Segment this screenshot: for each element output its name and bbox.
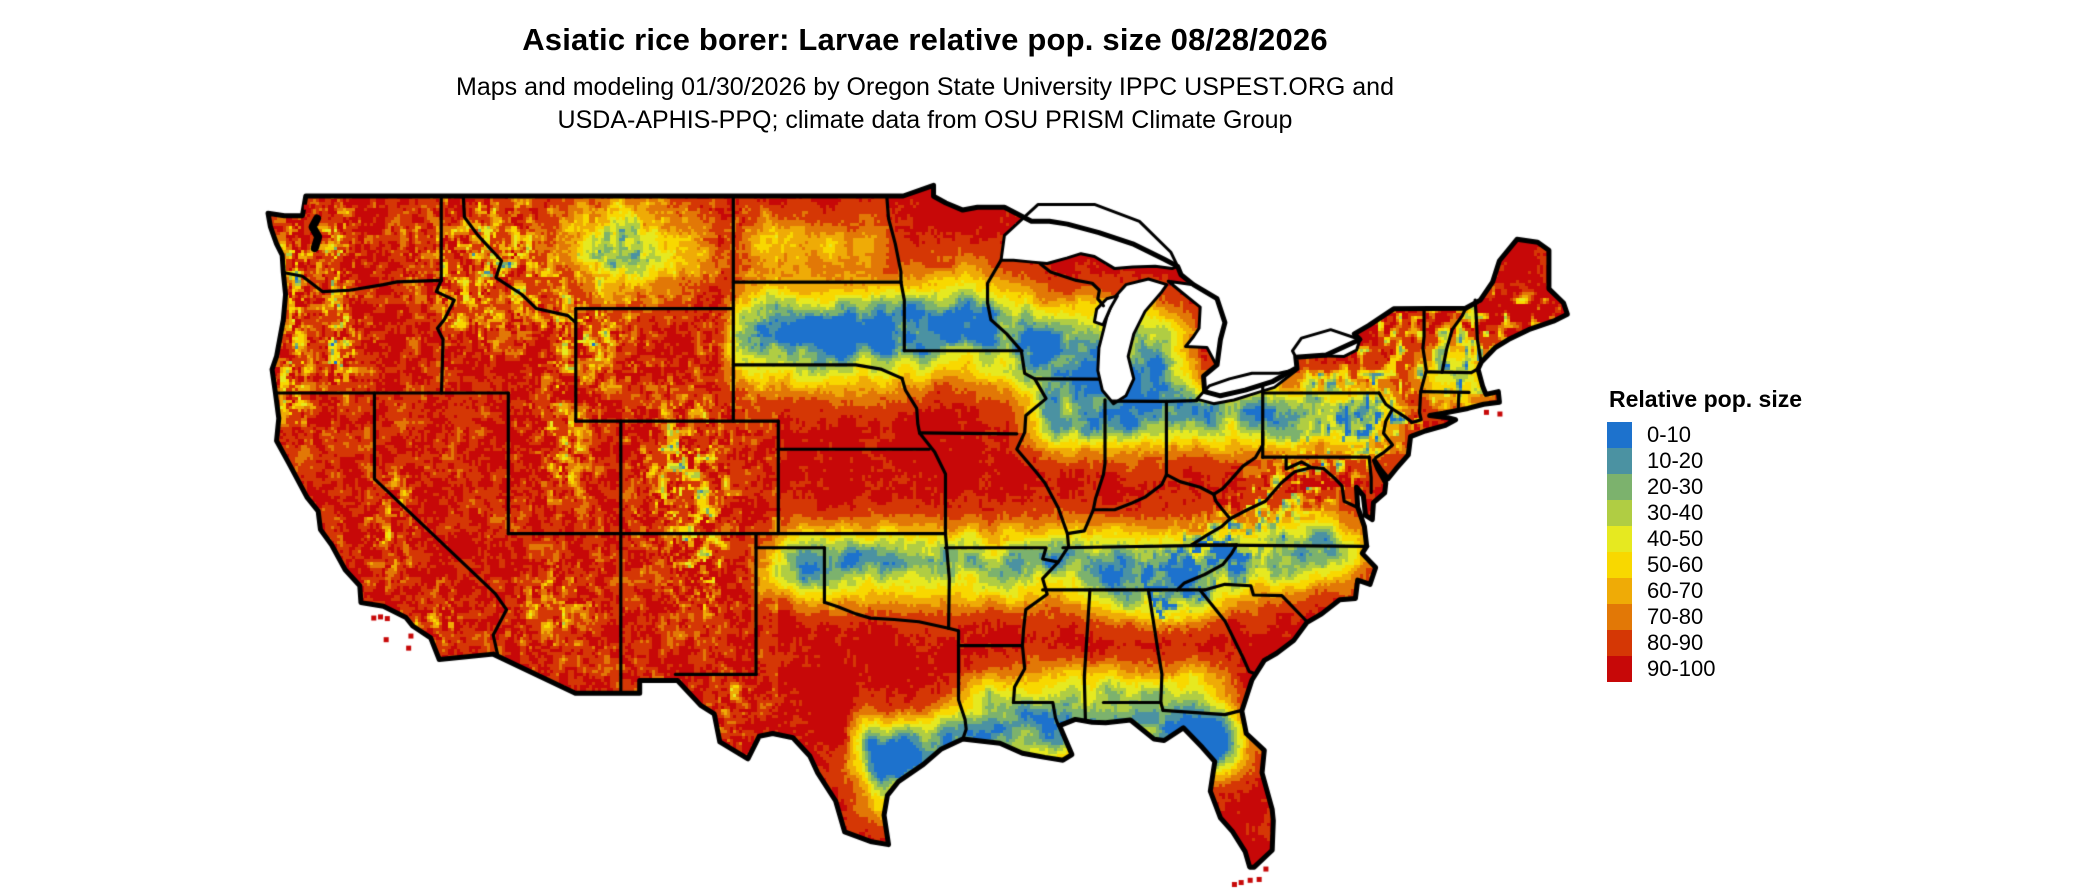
legend-item: 80-90 [1607, 630, 1802, 656]
map-subtitle-line1: Maps and modeling 01/30/2026 by Oregon S… [456, 73, 1394, 101]
legend-label: 50-60 [1647, 552, 1704, 577]
legend-label: 30-40 [1647, 500, 1704, 525]
legend-swatch-icon [1607, 630, 1632, 656]
legend-swatch-icon [1607, 422, 1632, 448]
legend-label: 80-90 [1647, 630, 1704, 655]
legend-items: 0-10 10-20 20-30 30-40 40-50 50-60 60-70 70-80 8… [1607, 422, 1802, 682]
legend-label: 40-50 [1647, 526, 1704, 551]
legend-swatch-icon [1607, 448, 1632, 474]
map-subtitle: Maps and modeling 01/30/2026 by Oregon S… [0, 71, 1850, 137]
legend-item: 10-20 [1607, 448, 1802, 474]
legend-item: 90-100 [1607, 656, 1802, 682]
legend-item: 30-40 [1607, 500, 1802, 526]
legend-swatch-icon [1607, 578, 1632, 604]
legend-item: 0-10 [1607, 422, 1802, 448]
legend-label: 20-30 [1647, 474, 1704, 499]
legend-label: 0-10 [1647, 422, 1692, 447]
legend-item: 60-70 [1607, 578, 1802, 604]
legend-swatch-icon [1607, 552, 1632, 578]
map-title: Asiatic rice borer: Larvae relative pop.… [522, 22, 1328, 57]
legend-label: 60-70 [1647, 578, 1704, 603]
legend-swatch-icon [1607, 604, 1632, 630]
legend-swatch-icon [1607, 474, 1632, 500]
legend-label: 90-100 [1647, 656, 1716, 681]
legend-item: 50-60 [1607, 552, 1802, 578]
header: Asiatic rice borer: Larvae relative pop.… [0, 0, 1850, 137]
legend-item: 20-30 [1607, 474, 1802, 500]
legend-label: 10-20 [1647, 448, 1704, 473]
legend-title: Relative pop. size [1609, 386, 1803, 412]
legend-swatch-icon [1607, 500, 1632, 526]
legend: Relative pop. size 0-10 10-20 20-30 30-40 40… [1607, 386, 1802, 682]
legend-swatch-icon [1607, 526, 1632, 552]
legend-label: 70-80 [1647, 604, 1704, 629]
legend-swatch-icon [1607, 656, 1632, 682]
legend-item: 70-80 [1607, 604, 1802, 630]
legend-item: 40-50 [1607, 526, 1802, 552]
map-subtitle-line2: USDA-APHIS-PPQ; climate data from OSU PR… [557, 106, 1293, 134]
